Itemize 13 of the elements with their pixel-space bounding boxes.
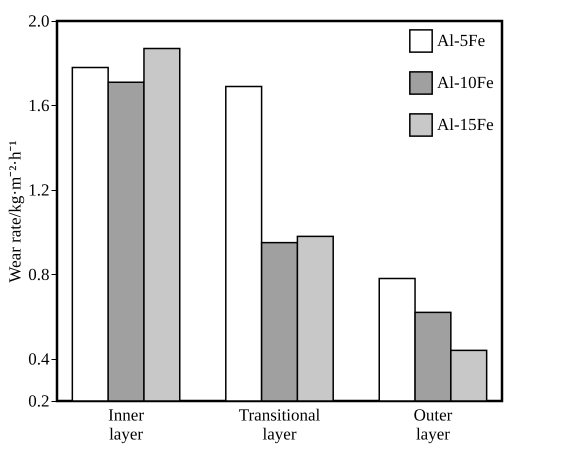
y-axis-title: Wear rate/kg·m⁻²·h⁻¹: [5, 140, 24, 283]
y-tick-label: 0.4: [28, 349, 50, 368]
y-tick-label: 1.2: [28, 180, 50, 200]
y-tick-label: 0.8: [28, 264, 50, 284]
legend-label: Al-5Fe: [437, 31, 486, 50]
y-tick-label: 0.2: [28, 392, 50, 410]
x-tick-label: Outer layer: [414, 406, 453, 444]
legend-label: Al-10Fe: [437, 73, 494, 92]
y-tick-label: 1.6: [28, 96, 50, 115]
y-tick-label: 2.0: [28, 12, 50, 30]
x-tick-label: Inner layer: [108, 406, 144, 444]
legend-label: Al-15Fe: [437, 115, 494, 134]
x-tick-label: Transitional layer: [238, 406, 321, 444]
